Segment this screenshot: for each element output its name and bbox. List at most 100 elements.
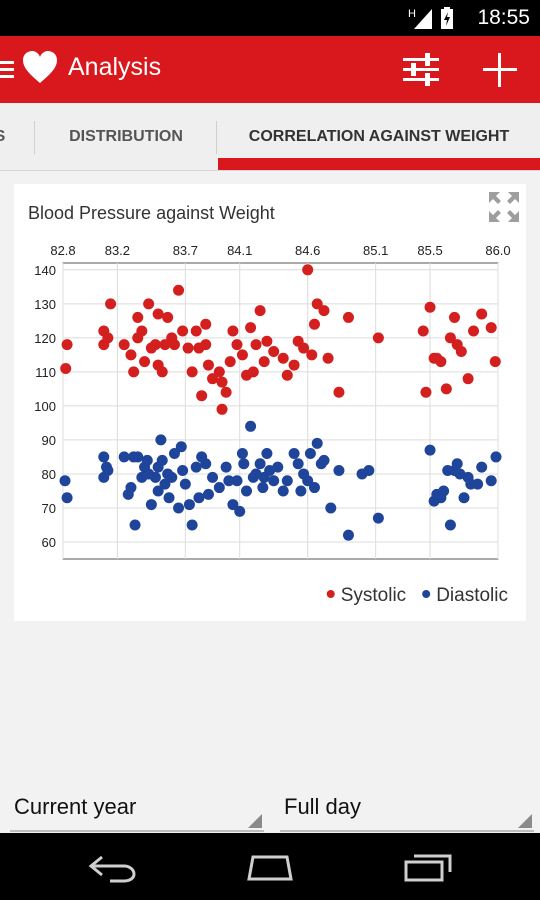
diastolic-point [173, 502, 185, 514]
x-tick-label: 83.7 [173, 243, 198, 258]
diastolic-point [245, 420, 257, 432]
filter-sliders-icon[interactable] [403, 53, 439, 87]
systolic-point [182, 342, 194, 354]
systolic-point [424, 301, 436, 313]
x-tick-label: 82.8 [50, 243, 75, 258]
diastolic-point [179, 478, 191, 490]
systolic-point [162, 311, 174, 323]
diastolic-point [318, 454, 330, 466]
x-tick-label: 85.1 [363, 243, 388, 258]
chart-title: Blood Pressure against Weight [28, 203, 275, 223]
diastolic-point [458, 492, 470, 504]
systolic-point [476, 308, 488, 320]
legend-label-diastolic: Diastolic [436, 585, 508, 606]
systolic-point [177, 325, 189, 337]
diastolic-point [156, 454, 168, 466]
diastolic-point [238, 458, 250, 470]
diastolic-point [177, 465, 189, 477]
systolic-point [311, 298, 323, 310]
systolic-point [440, 383, 452, 395]
systolic-point [302, 264, 314, 276]
systolic-point [220, 386, 232, 398]
systolic-point [61, 339, 73, 351]
diastolic-point [288, 448, 300, 460]
systolic-point [196, 390, 208, 402]
dropdown-arrow-icon [518, 814, 532, 828]
systolic-point [159, 339, 171, 351]
x-tick-label: 86.0 [485, 243, 510, 258]
expand-icon[interactable] [489, 192, 519, 222]
y-tick-label: 80 [42, 467, 56, 482]
diastolic-point [234, 505, 246, 517]
y-tick-label: 120 [34, 331, 56, 346]
heart-logo-icon[interactable] [22, 50, 58, 86]
menu-icon[interactable] [0, 60, 16, 80]
legend-label-systolic: Systolic [341, 585, 406, 606]
systolic-point [143, 298, 155, 310]
systolic-point [118, 339, 130, 351]
status-icons: H [408, 7, 454, 29]
diastolic-point [304, 448, 316, 460]
diastolic-point [159, 478, 171, 490]
systolic-point [139, 356, 151, 368]
systolic-point [372, 332, 384, 344]
systolic-point [200, 318, 212, 330]
systolic-point [224, 356, 236, 368]
systolic-point [333, 386, 345, 398]
diastolic-point [302, 475, 314, 487]
systolic-point [202, 359, 214, 371]
diastolic-point [190, 461, 202, 473]
tab-correlation-against-weight[interactable]: CORRELATION AGAINST WEIGHT [248, 128, 510, 145]
tab-distribution[interactable]: DISTRIBUTION [69, 128, 183, 145]
systolic-point [247, 366, 259, 378]
app-bar: Analysis [0, 36, 540, 103]
systolic-point [449, 311, 460, 323]
systolic-point [149, 339, 161, 351]
systolic-point [277, 352, 289, 364]
diastolic-point [166, 471, 178, 483]
y-tick-label: 140 [34, 263, 56, 278]
systolic-point [444, 332, 456, 344]
period-spinner[interactable]: Current year [10, 784, 264, 832]
chart-legend: Diastolic Systolic [326, 585, 508, 606]
systolic-point [60, 362, 72, 374]
diastolic-point [472, 478, 484, 490]
diastolic-point [183, 499, 195, 511]
back-icon[interactable] [88, 853, 136, 883]
home-icon[interactable] [243, 853, 297, 883]
diastolic-point [59, 475, 71, 487]
x-tick-label: 84.6 [295, 243, 320, 258]
active-tab-indicator [218, 158, 540, 170]
systolic-point [322, 352, 334, 364]
tab-previous[interactable]: S [0, 103, 7, 170]
systolic-point [489, 356, 501, 368]
systolic-point [268, 345, 280, 357]
navigation-bar [0, 833, 540, 900]
time-of-day-spinner[interactable]: Full day [280, 784, 534, 832]
systolic-point [207, 373, 219, 385]
systolic-point [216, 403, 228, 415]
diastolic-point [451, 458, 463, 470]
recent-apps-icon[interactable] [404, 852, 454, 882]
legend-marker-diastolic [422, 590, 431, 598]
plot-frame [62, 262, 499, 560]
systolic-point [306, 349, 318, 361]
systolic-point [102, 332, 114, 344]
y-tick-label: 110 [35, 365, 56, 380]
y-tick-label: 90 [42, 433, 56, 448]
systolic-point [125, 349, 137, 361]
period-spinner-value: Current year [14, 794, 137, 819]
diastolic-point [490, 451, 502, 463]
diastolic-point [61, 492, 73, 504]
diastolic-point [308, 482, 320, 494]
status-bar: H 18:55 [0, 0, 540, 36]
diastolic-point [220, 461, 232, 473]
systolic-point [136, 325, 148, 337]
legend-marker-systolic [326, 590, 335, 598]
diastolic-point [149, 471, 161, 483]
diastolic-point [223, 475, 235, 487]
tab-divider [34, 121, 35, 154]
diastolic-point [277, 485, 289, 497]
systolic-point [281, 369, 293, 381]
add-icon[interactable] [483, 53, 517, 87]
